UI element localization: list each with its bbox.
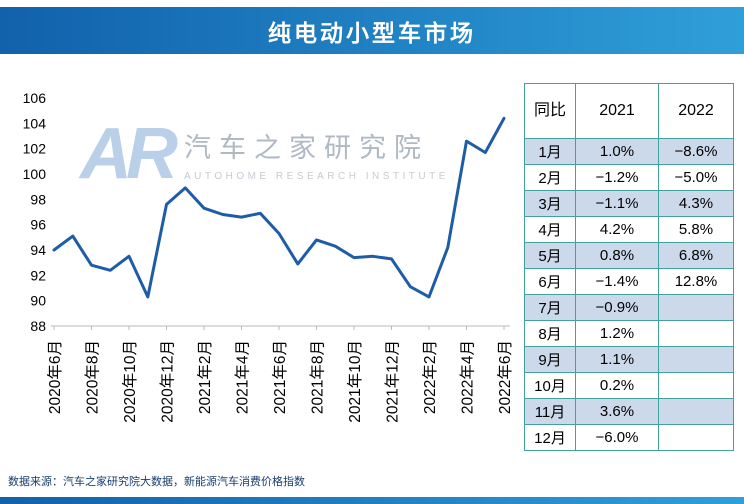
cell-2022: 5.8%	[658, 216, 734, 243]
table-row: 7月 −0.9%	[524, 294, 734, 321]
table-row: 12月 −6.0%	[524, 424, 734, 451]
y-axis-tick-label: 90	[30, 293, 46, 309]
y-axis-tick-label: 102	[23, 141, 47, 157]
cell-2022: −5.0%	[658, 164, 734, 191]
x-axis-tick-label: 2022年2月	[421, 340, 439, 414]
y-axis-tick-label: 96	[30, 217, 46, 233]
y-axis-tick-label: 94	[30, 242, 46, 258]
x-axis-tick-label: 2021年2月	[196, 340, 214, 414]
y-axis-tick-label: 104	[23, 115, 47, 131]
cell-month: 4月	[524, 216, 576, 243]
cell-2021: −0.9%	[575, 294, 659, 321]
cell-month: 8月	[524, 320, 576, 347]
cell-2021: 4.2%	[575, 216, 659, 243]
x-axis-tick-label: 2021年8月	[309, 340, 327, 414]
cell-2022	[658, 346, 734, 373]
x-axis-tick-label: 2020年6月	[46, 340, 64, 414]
table-row: 11月 3.6%	[524, 398, 734, 425]
x-axis-tick-label: 2020年8月	[84, 340, 102, 414]
x-axis-tick-label: 2022年6月	[496, 340, 514, 414]
y-axis-tick-label: 92	[30, 267, 46, 283]
cell-2021: 1.2%	[575, 320, 659, 347]
x-axis-tick-label: 2022年4月	[459, 340, 477, 414]
page-title-banner: 纯电动小型车市场	[0, 7, 744, 54]
table-row: 6月 −1.4% 12.8%	[524, 268, 734, 295]
y-axis-tick-label: 106	[23, 90, 47, 106]
cell-2022: 12.8%	[658, 268, 734, 295]
cell-month: 7月	[524, 294, 576, 321]
cell-month: 2月	[524, 164, 576, 191]
y-axis-tick-label: 100	[23, 166, 47, 182]
yoy-table-body: 1月 1.0% −8.6% 2月 −1.2% −5.0% 3月 −1.1% 4.3% 4月 4.2%…	[524, 138, 734, 451]
col-header-metric: 同比	[524, 83, 576, 139]
cell-2022: −8.6%	[658, 138, 734, 165]
cell-month: 1月	[524, 138, 576, 165]
cell-2021: −1.4%	[575, 268, 659, 295]
index-line-series	[52, 116, 506, 299]
cell-month: 12月	[524, 424, 576, 451]
x-axis-tick-label: 2021年6月	[271, 340, 289, 414]
cell-2022	[658, 372, 734, 399]
trend-chart: AR 汽车之家研究院 AUTOHOME RESEARCH INSTITUTE 8…	[6, 70, 518, 462]
x-axis-tick-label: 2021年10月	[346, 340, 364, 423]
source-note: 数据来源：汽车之家研究院大数据，新能源汽车消费价格指数	[8, 476, 305, 488]
cell-2022	[658, 294, 734, 321]
cell-2022: 6.8%	[658, 242, 734, 269]
yoy-table: 同比 2021 2022 1月 1.0% −8.6% 2月 −1.2% −5.0% 3月 −1…	[524, 83, 734, 451]
footer-bar	[0, 497, 744, 504]
table-header-row: 同比 2021 2022	[524, 83, 734, 139]
table-row: 8月 1.2%	[524, 320, 734, 347]
table-row: 3月 −1.1% 4.3%	[524, 190, 734, 217]
cell-month: 10月	[524, 372, 576, 399]
cell-2021: −1.1%	[575, 190, 659, 217]
y-axis-tick-label: 98	[30, 191, 46, 207]
cell-2022	[658, 398, 734, 425]
col-header-2022: 2022	[658, 83, 734, 139]
cell-month: 3月	[524, 190, 576, 217]
x-axis-tick-label: 2021年4月	[234, 340, 252, 414]
table-row: 10月 0.2%	[524, 372, 734, 399]
table-row: 5月 0.8% 6.8%	[524, 242, 734, 269]
cell-2022: 4.3%	[658, 190, 734, 217]
cell-month: 9月	[524, 346, 576, 373]
cell-month: 11月	[524, 398, 576, 425]
x-axis-tick-label: 2021年12月	[384, 340, 402, 423]
cell-2021: 1.0%	[575, 138, 659, 165]
cell-2021: 0.8%	[575, 242, 659, 269]
cell-2021: 1.1%	[575, 346, 659, 373]
cell-2022	[658, 424, 734, 451]
cell-2021: 3.6%	[575, 398, 659, 425]
x-axis-tick-label: 2020年10月	[121, 340, 139, 423]
cell-2021: 0.2%	[575, 372, 659, 399]
cell-2021: −1.2%	[575, 164, 659, 191]
page-title: 纯电动小型车市场	[268, 19, 476, 46]
col-header-2021: 2021	[575, 83, 659, 139]
cell-2022	[658, 320, 734, 347]
cell-month: 6月	[524, 268, 576, 295]
cell-2021: −6.0%	[575, 424, 659, 451]
table-row: 9月 1.1%	[524, 346, 734, 373]
table-row: 1月 1.0% −8.6%	[524, 138, 734, 165]
table-row: 2月 −1.2% −5.0%	[524, 164, 734, 191]
table-row: 4月 4.2% 5.8%	[524, 216, 734, 243]
x-axis-tick-label: 2020年12月	[159, 340, 177, 423]
cell-month: 5月	[524, 242, 576, 269]
y-axis-tick-label: 88	[30, 318, 46, 334]
trend-chart-svg: 88 90 92 94 96 98 100 102 104 106 2020年6月 2020年8月 20…	[23, 90, 514, 423]
